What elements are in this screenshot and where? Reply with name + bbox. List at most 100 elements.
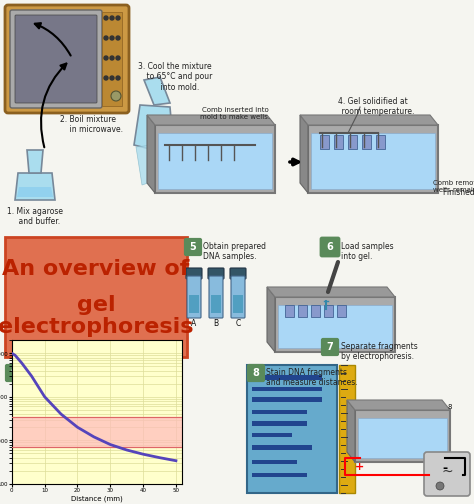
FancyBboxPatch shape xyxy=(285,305,294,317)
FancyBboxPatch shape xyxy=(320,135,329,149)
Circle shape xyxy=(320,289,332,301)
FancyBboxPatch shape xyxy=(424,452,470,496)
Polygon shape xyxy=(347,400,355,462)
Text: 7: 7 xyxy=(327,342,333,352)
Text: +: + xyxy=(356,462,365,472)
Text: 4. Gel solidified at
    room temperature.: 4. Gel solidified at room temperature. xyxy=(332,97,414,116)
Text: 2. Boil mixture
    in microwave.: 2. Boil mixture in microwave. xyxy=(60,115,123,135)
Circle shape xyxy=(116,16,120,20)
FancyBboxPatch shape xyxy=(252,445,312,450)
Text: 3. Cool the mixture
    to 65°C and pour
    into mold.: 3. Cool the mixture to 65°C and pour int… xyxy=(137,62,213,92)
Bar xyxy=(12,417,182,447)
Circle shape xyxy=(116,36,120,40)
FancyBboxPatch shape xyxy=(252,421,307,426)
FancyBboxPatch shape xyxy=(334,135,343,149)
FancyBboxPatch shape xyxy=(311,305,320,317)
FancyBboxPatch shape xyxy=(348,135,357,149)
FancyBboxPatch shape xyxy=(15,15,97,103)
FancyBboxPatch shape xyxy=(247,364,265,382)
Text: B: B xyxy=(213,319,219,328)
Polygon shape xyxy=(134,105,174,155)
FancyBboxPatch shape xyxy=(252,473,307,477)
FancyBboxPatch shape xyxy=(376,135,385,149)
FancyBboxPatch shape xyxy=(319,236,340,258)
FancyBboxPatch shape xyxy=(298,305,307,317)
Text: ~: ~ xyxy=(441,465,453,479)
FancyBboxPatch shape xyxy=(247,365,337,493)
Polygon shape xyxy=(267,287,275,352)
Text: Stain DNA fragments
and measure distances.: Stain DNA fragments and measure distance… xyxy=(266,368,357,388)
Circle shape xyxy=(110,16,114,20)
FancyBboxPatch shape xyxy=(189,295,199,313)
FancyBboxPatch shape xyxy=(252,375,322,380)
Circle shape xyxy=(110,36,114,40)
Text: Load samples
into gel.: Load samples into gel. xyxy=(341,242,393,262)
Polygon shape xyxy=(144,77,170,105)
Circle shape xyxy=(104,56,108,60)
Text: Comb removed;
wells remain.: Comb removed; wells remain. xyxy=(433,180,474,193)
Text: 1. Mix agarose
    and buffer.: 1. Mix agarose and buffer. xyxy=(7,207,63,226)
FancyBboxPatch shape xyxy=(355,410,450,462)
FancyBboxPatch shape xyxy=(339,365,355,493)
Text: 9: 9 xyxy=(10,368,18,378)
Polygon shape xyxy=(15,173,55,200)
FancyBboxPatch shape xyxy=(10,10,102,108)
Polygon shape xyxy=(300,115,308,193)
Polygon shape xyxy=(17,187,53,197)
Circle shape xyxy=(116,56,120,60)
Circle shape xyxy=(104,36,108,40)
FancyBboxPatch shape xyxy=(252,387,322,391)
Text: 8: 8 xyxy=(448,404,452,410)
Circle shape xyxy=(436,482,444,490)
Text: Obtain prepared
DNA samples.: Obtain prepared DNA samples. xyxy=(203,242,266,262)
Text: 8: 8 xyxy=(253,368,259,378)
Text: An overview of: An overview of xyxy=(2,259,190,279)
Circle shape xyxy=(116,76,120,80)
FancyBboxPatch shape xyxy=(321,338,339,356)
FancyBboxPatch shape xyxy=(184,238,202,256)
Circle shape xyxy=(110,56,114,60)
Text: 6: 6 xyxy=(327,242,333,252)
FancyBboxPatch shape xyxy=(324,305,333,317)
FancyBboxPatch shape xyxy=(155,125,275,193)
Circle shape xyxy=(111,91,121,101)
FancyBboxPatch shape xyxy=(337,305,346,317)
FancyBboxPatch shape xyxy=(5,364,23,382)
Text: A: A xyxy=(191,319,197,328)
Text: Comb inserted into
mold to make wells.: Comb inserted into mold to make wells. xyxy=(200,107,270,120)
Text: electrophoresis: electrophoresis xyxy=(0,317,194,337)
Polygon shape xyxy=(147,115,275,125)
FancyBboxPatch shape xyxy=(308,125,438,193)
FancyBboxPatch shape xyxy=(252,433,292,437)
FancyBboxPatch shape xyxy=(233,295,243,313)
FancyBboxPatch shape xyxy=(252,397,322,402)
Polygon shape xyxy=(347,400,450,410)
FancyBboxPatch shape xyxy=(186,268,202,279)
FancyBboxPatch shape xyxy=(252,460,297,464)
Polygon shape xyxy=(147,115,155,193)
FancyBboxPatch shape xyxy=(5,237,187,357)
FancyBboxPatch shape xyxy=(231,276,245,318)
Polygon shape xyxy=(267,287,395,297)
Text: Finished gel: Finished gel xyxy=(443,188,474,197)
X-axis label: Distance (mm): Distance (mm) xyxy=(71,496,123,502)
FancyBboxPatch shape xyxy=(358,418,447,458)
FancyBboxPatch shape xyxy=(311,133,435,189)
Polygon shape xyxy=(300,115,438,125)
Text: gel: gel xyxy=(77,295,115,315)
Circle shape xyxy=(104,76,108,80)
Text: 5: 5 xyxy=(190,242,196,252)
Polygon shape xyxy=(136,145,152,185)
FancyBboxPatch shape xyxy=(102,12,122,106)
FancyBboxPatch shape xyxy=(211,295,221,313)
FancyBboxPatch shape xyxy=(208,268,224,279)
Polygon shape xyxy=(27,150,43,173)
FancyBboxPatch shape xyxy=(209,276,223,318)
FancyBboxPatch shape xyxy=(5,5,129,113)
FancyBboxPatch shape xyxy=(187,276,201,318)
FancyBboxPatch shape xyxy=(275,297,395,352)
Circle shape xyxy=(104,16,108,20)
Circle shape xyxy=(110,76,114,80)
FancyBboxPatch shape xyxy=(278,305,392,348)
FancyBboxPatch shape xyxy=(252,410,307,414)
